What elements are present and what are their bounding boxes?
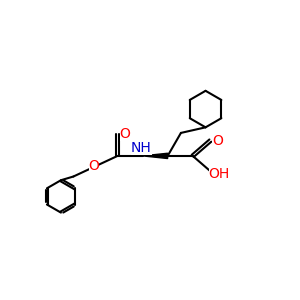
Text: NH: NH: [131, 141, 152, 154]
Text: O: O: [119, 127, 130, 141]
Text: O: O: [212, 134, 223, 148]
Text: O: O: [88, 159, 100, 173]
Text: OH: OH: [208, 167, 230, 181]
Polygon shape: [142, 153, 168, 158]
